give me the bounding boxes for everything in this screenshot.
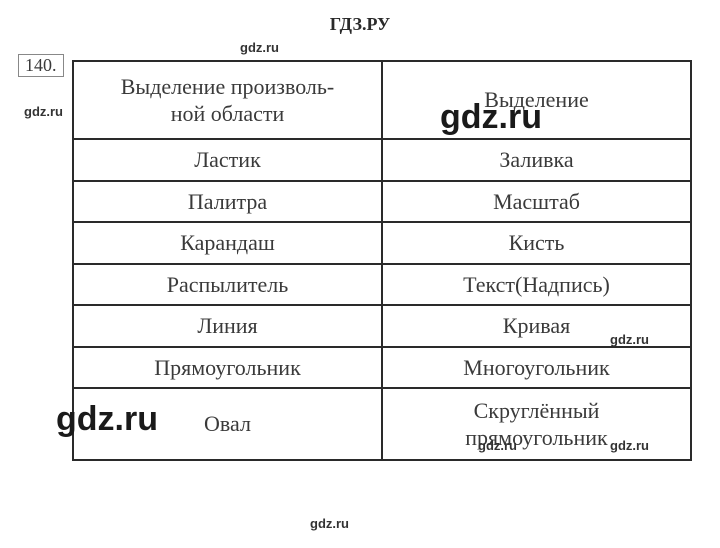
cell-right: Кисть bbox=[382, 222, 691, 264]
table-row: Линия Кривая bbox=[73, 305, 691, 347]
table-row: Овал Скруглённыйпрямоугольник bbox=[73, 388, 691, 460]
table-row: Выделение произволь-ной области Выделени… bbox=[73, 61, 691, 139]
cell-right: Выделение bbox=[382, 61, 691, 139]
tools-table: Выделение произволь-ной области Выделени… bbox=[72, 60, 692, 461]
watermark: gdz.ru bbox=[240, 40, 279, 55]
table-row: Прямоугольник Многоугольник bbox=[73, 347, 691, 389]
cell-right: Текст(Надпись) bbox=[382, 264, 691, 306]
table-row: Палитра Масштаб bbox=[73, 181, 691, 223]
cell-left: Карандаш bbox=[73, 222, 382, 264]
watermark: gdz.ru bbox=[24, 104, 63, 119]
cell-left: Овал bbox=[73, 388, 382, 460]
cell-left: Линия bbox=[73, 305, 382, 347]
cell-left: Ластик bbox=[73, 139, 382, 181]
cell-right: Многоугольник bbox=[382, 347, 691, 389]
cell-left: Выделение произволь-ной области bbox=[73, 61, 382, 139]
task-number: 140. bbox=[18, 54, 64, 77]
tools-table-wrap: Выделение произволь-ной области Выделени… bbox=[72, 60, 692, 461]
table-row: Карандаш Кисть bbox=[73, 222, 691, 264]
cell-left: Прямоугольник bbox=[73, 347, 382, 389]
cell-right: Кривая bbox=[382, 305, 691, 347]
cell-left: Распылитель bbox=[73, 264, 382, 306]
table-row: Ластик Заливка bbox=[73, 139, 691, 181]
cell-right: Скруглённыйпрямоугольник bbox=[382, 388, 691, 460]
cell-right: Масштаб bbox=[382, 181, 691, 223]
cell-left: Палитра bbox=[73, 181, 382, 223]
page-header: ГДЗ.РУ bbox=[0, 0, 720, 35]
cell-right: Заливка bbox=[382, 139, 691, 181]
table-row: Распылитель Текст(Надпись) bbox=[73, 264, 691, 306]
watermark: gdz.ru bbox=[310, 516, 349, 531]
